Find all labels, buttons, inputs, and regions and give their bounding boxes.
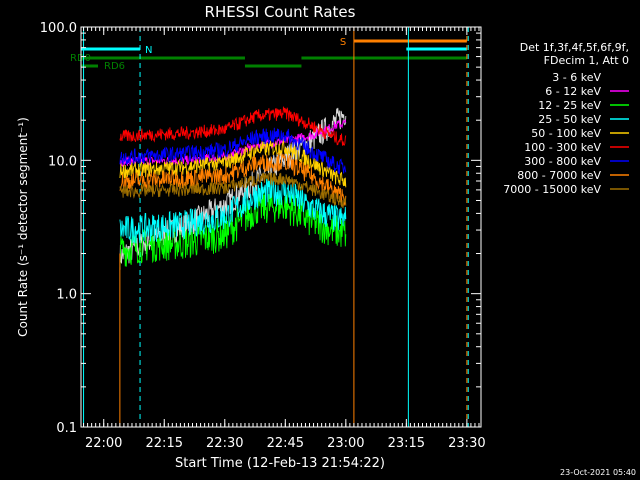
legend-header: FDecim 1, Att 0: [544, 54, 629, 67]
y-tick-label: 0.1: [56, 421, 77, 436]
legend-entry-label: 300 - 800 keV: [524, 155, 601, 168]
x-tick-label: 22:15: [146, 436, 183, 451]
flag-label: S: [340, 37, 346, 48]
x-tick-label: 22:45: [267, 436, 304, 451]
y-tick-label: 10.0: [48, 154, 77, 169]
legend-entry-label: 12 - 25 keV: [538, 99, 601, 112]
series-line: [119, 177, 347, 244]
y-tick-label: 1.0: [56, 288, 77, 303]
x-tick-label: 23:30: [448, 436, 485, 451]
legend: Det 1f,3f,4f,5f,6f,9f,FDecim 1, Att 0 3 -…: [503, 41, 629, 196]
legend-entry-label: 50 - 100 keV: [531, 127, 601, 140]
y-axis-label: Count Rate (s⁻¹ detector segment⁻¹): [16, 117, 30, 337]
y-tick-label: 100.0: [40, 21, 77, 36]
series-lines: [119, 106, 347, 427]
series-line: [119, 189, 347, 268]
legend-entry-label: 800 - 7000 keV: [517, 169, 601, 182]
flag-label: RD6: [104, 61, 125, 72]
legend-entry-label: 25 - 50 keV: [538, 113, 601, 126]
series-line: [119, 139, 347, 188]
legend-entry-label: 6 - 12 keV: [545, 85, 601, 98]
timestamp: 23-Oct-2021 05:40: [560, 468, 636, 477]
legend-header: Det 1f,3f,4f,5f,6f,9f,: [520, 41, 629, 54]
series-line: [119, 127, 347, 175]
x-tick-label: 23:00: [327, 436, 364, 451]
x-axis-label: Start Time (12-Feb-13 21:54:22): [175, 456, 385, 471]
series-line: [119, 106, 347, 146]
x-tick-label: 22:30: [206, 436, 243, 451]
series-line: [119, 170, 347, 209]
series-line: [119, 153, 347, 206]
x-tick-label: 23:15: [388, 436, 425, 451]
x-tick-label: 22:00: [85, 436, 122, 451]
flag-vertical-lines: [83, 27, 469, 427]
flag-label: N: [145, 45, 152, 56]
series-line: [119, 119, 347, 168]
legend-entry-label: 7000 - 15000 keV: [503, 183, 601, 196]
legend-entry-label: 3 - 6 keV: [552, 71, 601, 84]
chart-title: RHESSI Count Rates: [205, 3, 356, 21]
x-axis: 22:00 22:15 22:30 22:45 23:00 23:15 23:30: [83, 27, 486, 451]
legend-entry-label: 100 - 300 keV: [524, 141, 601, 154]
plot-frame: [80, 26, 482, 428]
y-axis: 0.1 1.0 10.0 100.0: [40, 21, 481, 436]
